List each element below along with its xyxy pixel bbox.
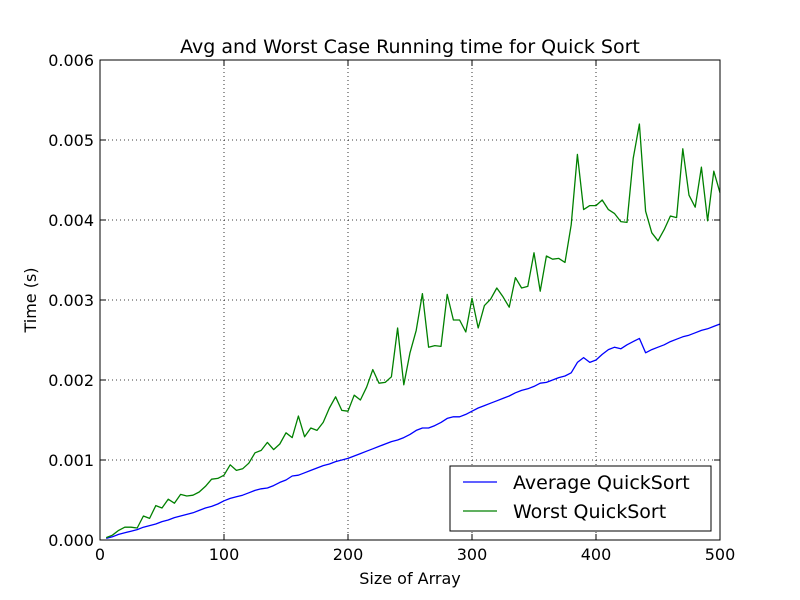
y-tick-label: 0.001 — [48, 451, 94, 470]
x-tick-label: 300 — [457, 545, 488, 564]
series-layer — [105, 123, 721, 540]
legend-box — [449, 465, 712, 532]
x-tick-label: 200 — [333, 545, 364, 564]
series-line-average-quicksort — [106, 323, 721, 540]
x-tick-label: 100 — [209, 545, 240, 564]
y-tick-label: 0.000 — [48, 531, 94, 550]
legend-label-worst: Worst QuickSort — [513, 501, 666, 523]
series-line-worst-quicksort — [105, 123, 721, 539]
legend-label-average: Average QuickSort — [513, 472, 690, 494]
y-tick-label: 0.002 — [48, 371, 94, 390]
x-axis-title: Size of Array — [359, 569, 461, 588]
y-tick-label: 0.006 — [48, 51, 94, 70]
x-tick-label: 400 — [581, 545, 612, 564]
y-tick-label: 0.004 — [48, 211, 94, 230]
axis-ticks: 0 100 200 300 400 500 0.000 0.001 0.002 0.003 0.00… — [48, 51, 735, 564]
y-axis-title: Time (s) — [21, 267, 40, 333]
x-tick-label: 500 — [705, 545, 736, 564]
x-tick-label: 0 — [95, 545, 105, 564]
y-tick-label: 0.003 — [48, 291, 94, 310]
chart-title: Avg and Worst Case Running time for Quic… — [180, 36, 640, 58]
y-tick-label: 0.005 — [48, 131, 94, 150]
legend: Average QuickSort Worst QuickSort — [449, 465, 712, 532]
